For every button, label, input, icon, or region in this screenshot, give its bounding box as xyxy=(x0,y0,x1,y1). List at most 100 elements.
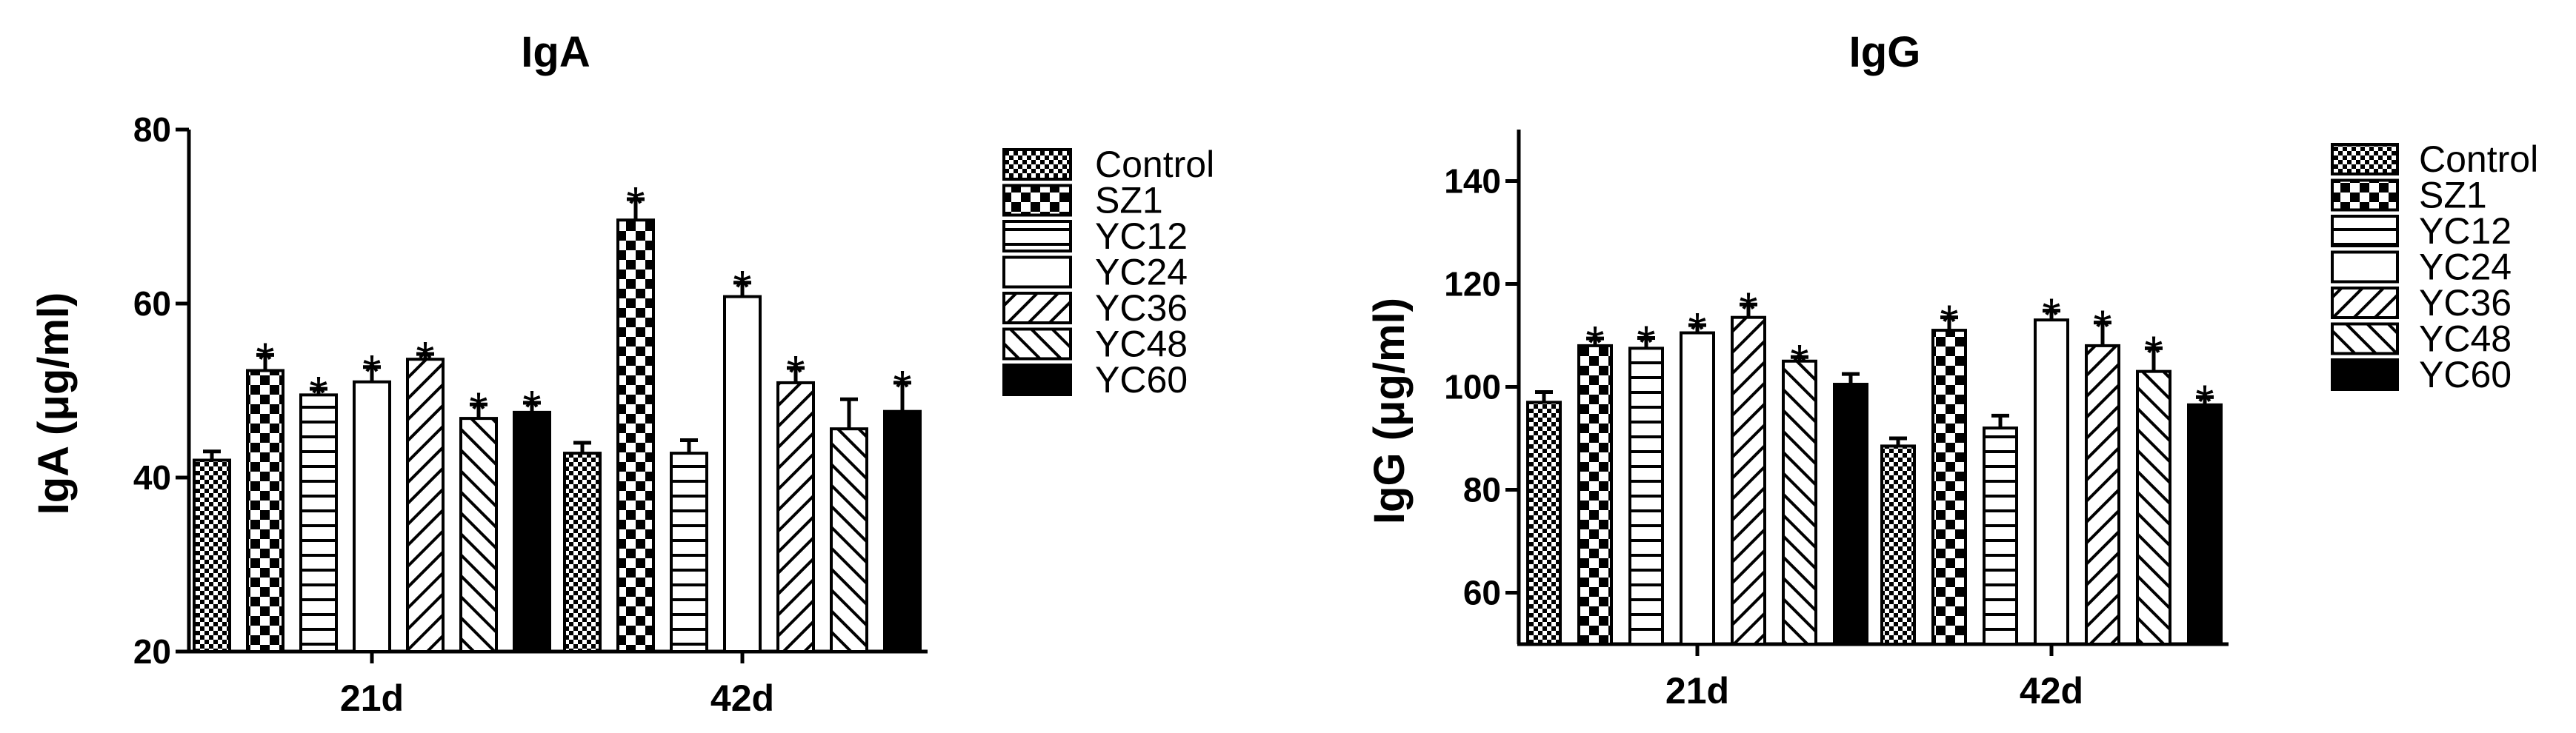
y-tick-label: 80 xyxy=(133,110,171,149)
legend-label: YC60 xyxy=(1095,359,1188,401)
bar xyxy=(459,417,498,653)
y-tick-label: 60 xyxy=(133,284,171,323)
bar xyxy=(406,358,445,653)
legend-swatch xyxy=(2331,215,2399,247)
bar xyxy=(883,409,922,653)
axes xyxy=(1517,130,2229,646)
y-tick-label: 60 xyxy=(1463,574,1501,612)
bar xyxy=(353,380,391,653)
y-tick-label: 80 xyxy=(1463,471,1501,509)
significance-star: * xyxy=(1940,295,1959,349)
legend-swatch xyxy=(1002,184,1072,217)
bar xyxy=(2187,403,2223,646)
legend-swatch xyxy=(1002,364,1072,396)
bar xyxy=(1731,315,1766,646)
significance-star: * xyxy=(416,332,435,385)
x-categories: 21d 42d xyxy=(1665,644,2083,712)
x-category-label: 42d xyxy=(2020,670,2083,712)
significance-star: * xyxy=(1688,303,1707,356)
significance-star: * xyxy=(310,366,328,420)
legend-swatch xyxy=(2331,250,2399,284)
bar xyxy=(1628,347,1664,646)
legend-label: YC12 xyxy=(2419,210,2512,252)
legend-swatch xyxy=(1002,292,1072,324)
axes xyxy=(187,130,928,654)
legend-label: YC12 xyxy=(1095,215,1188,257)
significance-star: * xyxy=(1740,282,1758,335)
bar xyxy=(1680,331,1715,646)
legend-swatch xyxy=(1002,148,1072,181)
significance-star: * xyxy=(893,361,912,414)
y-axis-label: IgA (μg/ml) xyxy=(30,292,78,515)
significance-star: * xyxy=(2145,326,2163,379)
y-ticks: 20 40 60 80 xyxy=(133,110,189,671)
bar xyxy=(246,369,284,653)
bar xyxy=(1880,444,1916,646)
legend-label: YC24 xyxy=(1095,252,1188,293)
legend-label: YC36 xyxy=(1095,287,1188,329)
chart-title: IgA xyxy=(521,28,590,76)
significance-star: * xyxy=(787,346,805,399)
legend-label: YC48 xyxy=(1095,324,1188,365)
significance-star: * xyxy=(627,177,645,230)
bar xyxy=(2136,369,2171,646)
significance-star: * xyxy=(1791,335,1809,388)
bar xyxy=(1833,383,1868,646)
bar xyxy=(193,458,231,653)
x-category-label: 21d xyxy=(340,677,404,719)
bar xyxy=(670,452,708,653)
legend-label: Control xyxy=(1095,144,1214,185)
bar xyxy=(2034,318,2069,646)
bar xyxy=(1983,426,2018,646)
significance-star: * xyxy=(523,381,542,434)
legend-swatch xyxy=(1002,327,1072,361)
bar xyxy=(2085,344,2120,646)
significance-star: * xyxy=(1637,315,1656,369)
legend-swatch xyxy=(1002,255,1072,289)
bar xyxy=(776,381,815,653)
legend-label: YC60 xyxy=(2419,354,2512,395)
legend-label: YC36 xyxy=(2419,282,2512,324)
bar xyxy=(513,410,551,653)
bars: * * * * * * * * * * xyxy=(193,177,922,653)
y-axis-label: IgG (μg/ml) xyxy=(1365,298,1414,524)
x-categories: 21d 42d xyxy=(340,652,774,719)
significance-star: * xyxy=(256,332,275,386)
significance-star: * xyxy=(1586,316,1605,369)
legend-swatch xyxy=(1002,220,1072,252)
legend-swatch xyxy=(2331,322,2399,355)
y-tick-label: 20 xyxy=(133,632,171,671)
legend-swatch xyxy=(2331,143,2399,175)
bar xyxy=(723,295,762,653)
legend-label: SZ1 xyxy=(1095,180,1163,221)
legend-label: YC24 xyxy=(2419,247,2512,288)
significance-star: * xyxy=(2196,375,2214,428)
legend-label: Control xyxy=(2419,138,2538,180)
chart-title: IgG xyxy=(1849,28,1921,76)
y-tick-label: 120 xyxy=(1444,265,1501,304)
x-category-label: 21d xyxy=(1665,670,1729,712)
legend-swatch xyxy=(2331,287,2399,319)
bar xyxy=(563,452,602,653)
bar xyxy=(830,427,868,653)
significance-star: * xyxy=(363,345,382,398)
significance-star: * xyxy=(2094,301,2112,354)
bars: * * * * * * * * * * xyxy=(1526,282,2223,646)
legend-label: YC48 xyxy=(2419,318,2512,360)
significance-star: * xyxy=(733,261,752,314)
y-tick-label: 40 xyxy=(133,458,171,497)
y-tick-label: 100 xyxy=(1444,368,1501,406)
bar xyxy=(1782,359,1817,646)
significance-star: * xyxy=(470,382,488,435)
legend-swatch xyxy=(2331,358,2399,391)
bar xyxy=(1526,401,1562,646)
legend-label: SZ1 xyxy=(2419,175,2487,216)
x-category-label: 42d xyxy=(710,677,774,719)
significance-star: * xyxy=(2043,289,2061,342)
bar xyxy=(1931,329,1967,646)
legend-swatch xyxy=(2331,178,2399,212)
